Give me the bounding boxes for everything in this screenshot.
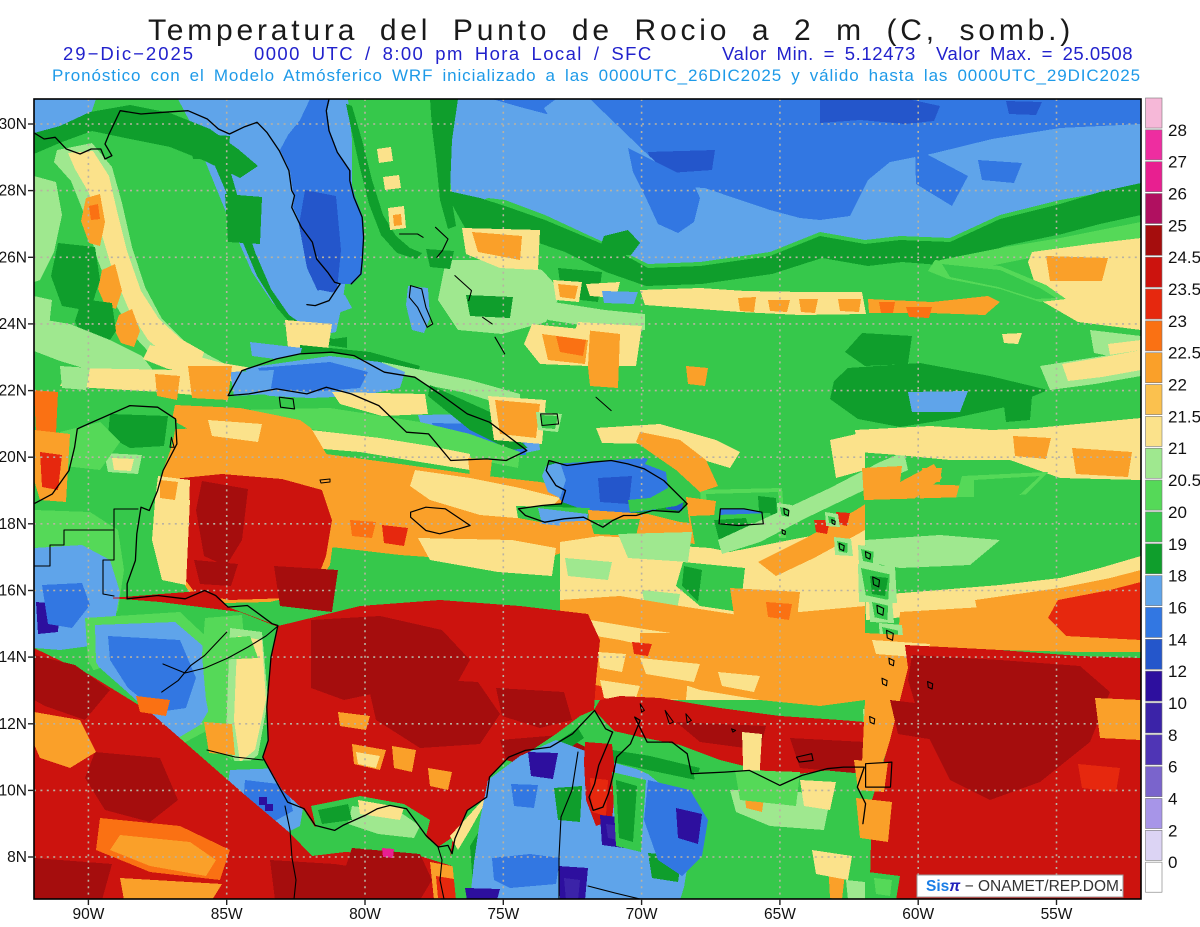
- svg-text:85W: 85W: [211, 906, 243, 923]
- svg-text:16N: 16N: [0, 583, 27, 600]
- svg-text:70W: 70W: [626, 906, 658, 923]
- svg-text:2: 2: [1168, 821, 1177, 840]
- svg-text:23: 23: [1168, 312, 1187, 331]
- svg-text:8N: 8N: [7, 849, 27, 866]
- svg-text:8: 8: [1168, 726, 1177, 745]
- svg-text:21: 21: [1168, 439, 1187, 458]
- svg-text:12N: 12N: [0, 716, 27, 733]
- svg-text:60W: 60W: [902, 906, 934, 923]
- svg-text:20N: 20N: [0, 449, 27, 466]
- svg-text:12: 12: [1168, 662, 1187, 681]
- svg-text:0: 0: [1168, 853, 1177, 872]
- svg-text:18N: 18N: [0, 516, 27, 533]
- svg-text:Temperatura del Punto de Rocio: Temperatura del Punto de Rocio a 2 m (C,…: [148, 14, 1074, 47]
- svg-text:26: 26: [1168, 185, 1187, 204]
- svg-text:22.5: 22.5: [1168, 344, 1200, 363]
- svg-text:22: 22: [1168, 376, 1187, 395]
- svg-text:28N: 28N: [0, 183, 27, 200]
- svg-text:10N: 10N: [0, 782, 27, 799]
- svg-text:10: 10: [1168, 694, 1187, 713]
- svg-text:Valor Max. = 25.0508: Valor Max. = 25.0508: [936, 43, 1133, 64]
- svg-text:23.5: 23.5: [1168, 280, 1200, 299]
- svg-text:Sisπ − ONAMET/REP.DOM.: Sisπ − ONAMET/REP.DOM.: [926, 878, 1123, 895]
- svg-text:55W: 55W: [1041, 906, 1073, 923]
- svg-text:29−Dic−2025: 29−Dic−2025: [63, 43, 195, 64]
- svg-text:Valor Min. = 5.12473: Valor Min. = 5.12473: [722, 43, 916, 64]
- svg-text:75W: 75W: [487, 906, 519, 923]
- svg-text:0000 UTC / 8:00 pm Hora Local: 0000 UTC / 8:00 pm Hora Local / SFC: [254, 43, 653, 64]
- svg-text:14N: 14N: [0, 649, 27, 666]
- svg-text:Pronóstico con el Modelo Atmós: Pronóstico con el Modelo Atmósferico WRF…: [52, 66, 1141, 85]
- svg-text:25: 25: [1168, 216, 1187, 235]
- svg-text:80W: 80W: [349, 906, 381, 923]
- svg-text:21.5: 21.5: [1168, 407, 1200, 426]
- svg-text:24.5: 24.5: [1168, 248, 1200, 267]
- svg-text:26N: 26N: [0, 249, 27, 266]
- svg-text:27: 27: [1168, 153, 1187, 172]
- svg-text:20.5: 20.5: [1168, 471, 1200, 490]
- svg-text:16: 16: [1168, 598, 1187, 617]
- svg-text:30N: 30N: [0, 116, 27, 133]
- svg-text:28: 28: [1168, 121, 1187, 140]
- svg-text:20: 20: [1168, 503, 1187, 522]
- svg-text:14: 14: [1168, 630, 1187, 649]
- svg-text:18: 18: [1168, 567, 1187, 586]
- svg-text:22N: 22N: [0, 383, 27, 400]
- svg-text:65W: 65W: [764, 906, 796, 923]
- svg-text:90W: 90W: [72, 906, 104, 923]
- svg-text:24N: 24N: [0, 316, 27, 333]
- svg-text:19: 19: [1168, 535, 1187, 554]
- svg-text:4: 4: [1168, 790, 1177, 809]
- svg-text:6: 6: [1168, 758, 1177, 777]
